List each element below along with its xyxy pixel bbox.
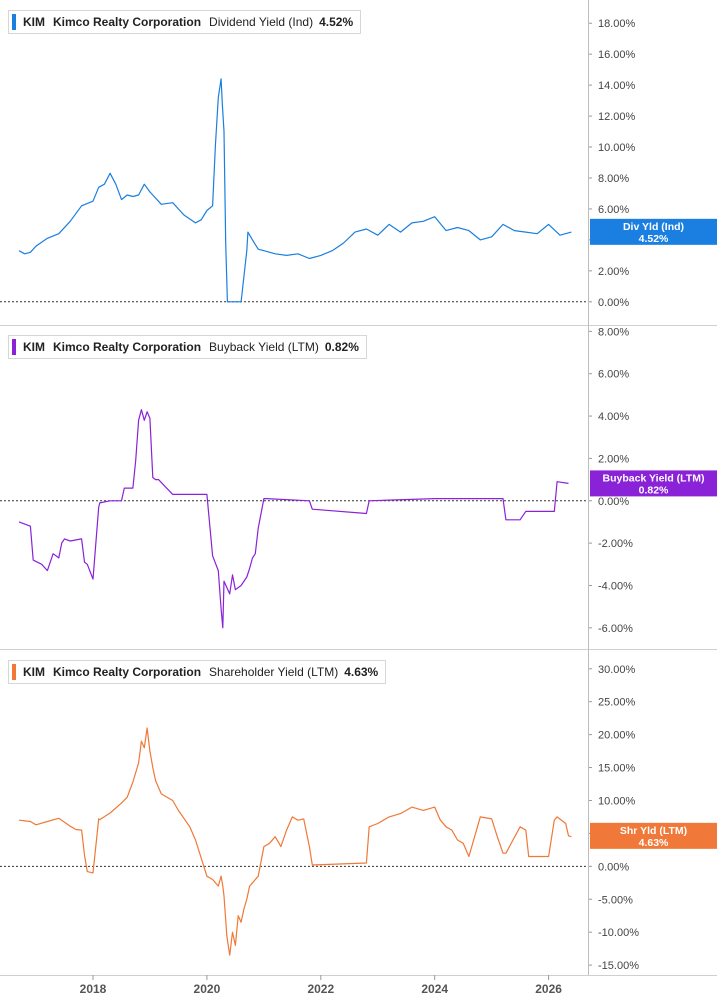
legend-metric: Buyback Yield (LTM) — [209, 340, 319, 354]
y-tick-label: 0.00% — [598, 496, 629, 508]
tag-label: Div Yld (Ind) — [623, 221, 684, 233]
current-value-tag: Div Yld (Ind)4.52% — [590, 218, 717, 245]
tag-value: 4.63% — [639, 837, 669, 849]
y-tick-label: 15.00% — [598, 763, 636, 775]
tag-background — [590, 218, 717, 245]
y-tick-label: 30.00% — [598, 664, 636, 676]
y-tick-label: 6.00% — [598, 204, 629, 216]
legend-metric: Dividend Yield (Ind) — [209, 15, 314, 29]
y-tick-label: 10.00% — [598, 795, 636, 807]
current-value-tag: Shr Yld (LTM)4.63% — [590, 822, 717, 849]
y-tick-label: 4.00% — [598, 411, 629, 423]
y-tick-label: 6.00% — [598, 369, 629, 381]
legend-company: Kimco Realty Corporation — [53, 340, 202, 354]
legend-value: 4.63% — [344, 665, 379, 679]
y-tick-label: 8.00% — [598, 173, 629, 185]
panel-1: 0.00%2.00%4.00%6.00%8.00%10.00%12.00%14.… — [0, 18, 717, 309]
tag-value: 4.52% — [639, 233, 669, 245]
y-tick-label: -2.00% — [598, 538, 633, 550]
y-tick-label: -6.00% — [598, 623, 633, 635]
y-tick-label: -5.00% — [598, 894, 633, 906]
series-line — [18, 727, 572, 956]
y-tick-label: 2.00% — [598, 266, 629, 278]
y-tick-label: -4.00% — [598, 580, 633, 592]
panel-3: -15.00%-10.00%-5.00%0.00%5.00%10.00%15.0… — [0, 649, 717, 972]
x-tick-label: 2022 — [307, 982, 334, 996]
y-tick-label: 0.00% — [598, 861, 629, 873]
legend-buyback-yield: KIM Kimco Realty Corporation Buyback Yie… — [8, 335, 367, 359]
legend-metric: Shareholder Yield (LTM) — [209, 665, 339, 679]
tag-label: Buyback Yield (LTM) — [603, 472, 705, 484]
y-tick-label: 0.00% — [598, 297, 629, 309]
y-tick-label: 25.00% — [598, 697, 636, 709]
y-tick-label: 20.00% — [598, 730, 636, 742]
legend-company: Kimco Realty Corporation — [53, 665, 202, 679]
legend-shareholder-yield: KIM Kimco Realty Corporation Shareholder… — [8, 660, 387, 684]
series-line — [18, 409, 569, 629]
legend-company: Kimco Realty Corporation — [53, 15, 202, 29]
y-tick-label: -10.00% — [598, 927, 639, 939]
y-tick-label: 10.00% — [598, 142, 636, 154]
y-tick-label: 2.00% — [598, 453, 629, 465]
legend-swatch — [12, 14, 16, 30]
legend-swatch — [12, 339, 16, 355]
legend-dividend-yield: KIM Kimco Realty Corporation Dividend Yi… — [8, 10, 362, 34]
panel-2: -6.00% -4.00% -2.00% 0.00% 2.00% 4.00% 6.00% 8.… — [0, 325, 717, 635]
y-tick-label: -15.00% — [598, 960, 639, 972]
y-tick-label: 8.00% — [598, 326, 629, 338]
x-tick-label: 2018 — [80, 982, 107, 996]
x-tick-label: 2026 — [535, 982, 562, 996]
legend-swatch — [12, 664, 16, 680]
legend-value: 0.82% — [324, 340, 359, 354]
tag-background — [590, 470, 717, 497]
legend-ticker: KIM — [23, 340, 45, 354]
legend-value: 4.52% — [319, 15, 354, 29]
series-line — [18, 78, 572, 303]
tag-value: 0.82% — [639, 484, 669, 496]
y-tick-label: 18.00% — [598, 18, 636, 30]
legend-ticker: KIM — [23, 15, 45, 29]
x-tick-label: 2020 — [194, 982, 221, 996]
y-tick-label: 16.00% — [598, 49, 636, 61]
tag-background — [590, 822, 717, 849]
y-tick-label: 12.00% — [598, 111, 636, 123]
y-tick-label: 14.00% — [598, 80, 636, 92]
current-value-tag: Buyback Yield (LTM)0.82% — [590, 470, 717, 497]
legend-ticker: KIM — [23, 665, 45, 679]
x-tick-label: 2024 — [421, 982, 448, 996]
tag-label: Shr Yld (LTM) — [620, 825, 687, 837]
